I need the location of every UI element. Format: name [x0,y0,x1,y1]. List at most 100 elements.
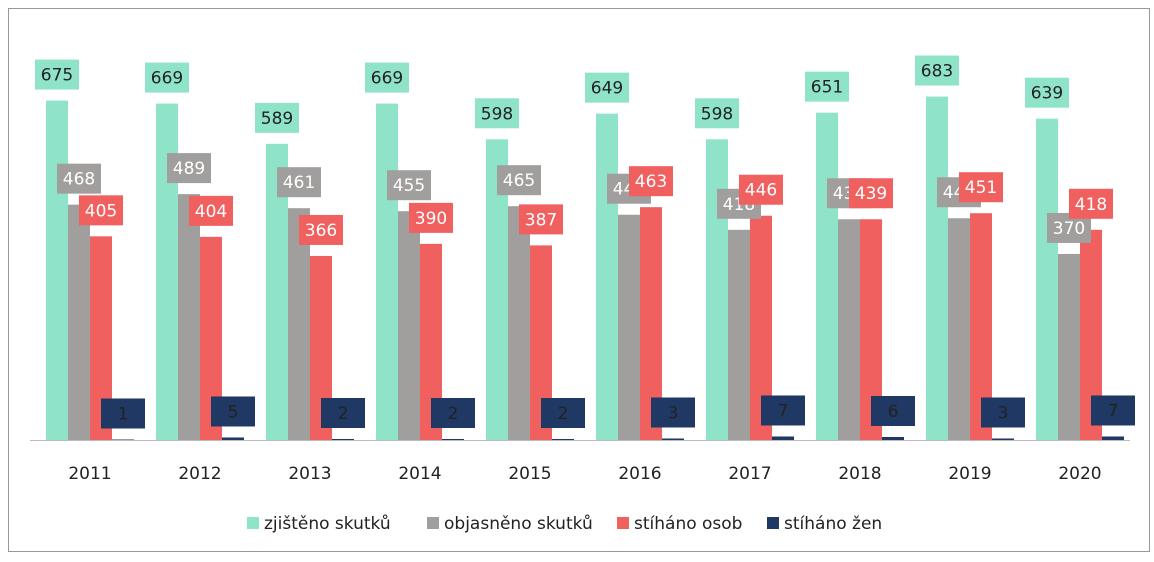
value-label: 468 [63,170,95,190]
bar [288,208,310,440]
bar [618,214,640,440]
value-label-box [739,174,783,205]
value-label-box [299,214,343,245]
value-label-box [387,170,431,201]
value-label-box [277,167,321,198]
value-label: 651 [811,78,843,98]
legend-swatch [247,517,259,529]
value-label: 489 [173,159,205,179]
bar [552,438,574,440]
bar [310,255,332,440]
value-label: 589 [261,109,293,129]
bar [948,218,970,440]
x-tick-label: 2015 [508,464,551,484]
value-label: 669 [371,69,403,89]
value-label: 455 [393,176,425,196]
value-label-box [35,59,79,90]
value-label-box [321,397,365,428]
value-label: 387 [525,210,557,230]
bar [1036,118,1058,440]
value-label-box [585,72,629,103]
value-label-box [761,395,805,426]
x-tick-label: 2019 [948,464,991,484]
value-label: 439 [855,184,887,204]
bar [376,103,398,441]
bar [266,143,288,440]
value-label: 1 [118,404,129,424]
bar [662,438,684,440]
bar [640,207,662,440]
bar [156,103,178,441]
x-tick-label: 2017 [728,464,771,484]
value-label: 446 [745,181,777,201]
bar [860,219,882,440]
value-label: 2 [558,404,569,424]
value-label-box [651,397,695,428]
x-tick-label: 2012 [178,464,221,484]
bar [882,436,904,440]
value-label-box [695,98,739,129]
value-label-box [255,102,299,133]
value-label-box [915,55,959,86]
value-label-box [475,98,519,129]
value-label-box [541,397,585,428]
value-label-box [981,397,1025,428]
x-tick-label: 2020 [1058,464,1101,484]
bar [178,194,200,440]
bar [332,438,354,440]
bar [838,219,860,440]
x-tick-label: 2013 [288,464,331,484]
bar [992,438,1014,440]
bar [442,438,464,440]
value-label-box [167,153,211,184]
value-label: 461 [283,173,315,193]
value-label-box [805,71,849,102]
bar [970,213,992,440]
bar [90,236,112,440]
legend-swatch [427,517,439,529]
value-label: 366 [305,221,337,241]
value-label: 463 [635,172,667,192]
value-label-box [1025,77,1069,108]
bar [706,139,728,440]
value-label: 390 [415,209,447,229]
value-label: 598 [701,104,733,124]
bar [926,96,948,440]
value-label: 683 [921,62,953,82]
bar [1102,436,1124,440]
bar [486,139,508,440]
value-label: 5 [228,402,239,422]
bar [508,206,530,440]
value-label-box [145,62,189,93]
value-label: 6 [888,402,899,422]
legend-label: stíháno osob [634,514,742,534]
value-label: 2 [338,404,349,424]
value-label: 598 [481,104,513,124]
value-label: 3 [998,403,1009,423]
value-label-box [959,172,1003,203]
bar [728,229,750,440]
value-label-box [365,62,409,93]
value-label-box [497,165,541,196]
bar [420,243,442,440]
bar [596,113,618,440]
bar [68,204,90,440]
bar [1058,253,1080,440]
bar [222,437,244,440]
value-label-box [431,397,475,428]
value-label: 7 [778,401,789,421]
value-label-box [629,166,673,197]
bar [1080,229,1102,440]
value-label: 2 [448,404,459,424]
legend-swatch [617,517,629,529]
value-label: 639 [1031,84,1063,104]
x-tick-label: 2014 [398,464,441,484]
bar [750,215,772,440]
x-tick-label: 2016 [618,464,661,484]
bar [200,236,222,440]
value-label-box [79,195,123,226]
value-label-box [409,202,453,233]
bar [772,436,794,440]
value-label: 404 [195,202,227,222]
bar [112,439,134,441]
